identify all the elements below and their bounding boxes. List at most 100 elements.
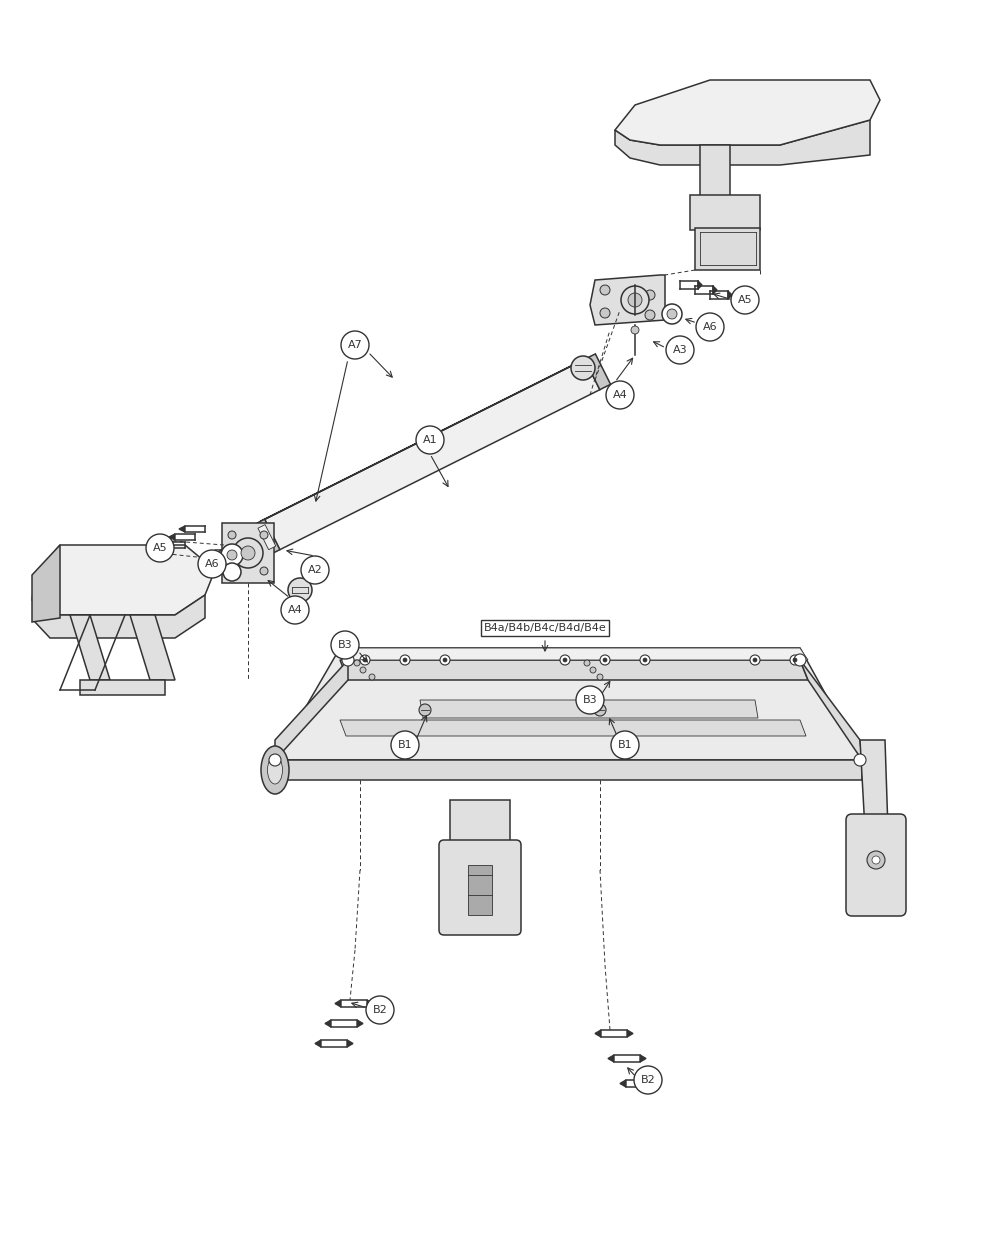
Circle shape bbox=[281, 596, 309, 624]
Polygon shape bbox=[169, 534, 175, 540]
Circle shape bbox=[793, 658, 797, 662]
Circle shape bbox=[590, 667, 596, 673]
Polygon shape bbox=[340, 720, 806, 736]
Circle shape bbox=[600, 285, 610, 295]
Text: A4: A4 bbox=[288, 605, 302, 615]
Circle shape bbox=[227, 550, 237, 560]
Circle shape bbox=[241, 546, 255, 560]
Circle shape bbox=[400, 655, 410, 665]
Polygon shape bbox=[652, 1080, 658, 1088]
Circle shape bbox=[867, 851, 885, 869]
Polygon shape bbox=[698, 281, 702, 289]
Circle shape bbox=[403, 658, 407, 662]
Text: A5: A5 bbox=[738, 295, 752, 305]
Polygon shape bbox=[615, 120, 870, 165]
Circle shape bbox=[640, 655, 650, 665]
Circle shape bbox=[621, 286, 649, 314]
Polygon shape bbox=[335, 1000, 341, 1007]
Circle shape bbox=[440, 655, 450, 665]
Text: A5: A5 bbox=[153, 543, 167, 552]
Polygon shape bbox=[450, 800, 510, 854]
Circle shape bbox=[753, 658, 757, 662]
Circle shape bbox=[597, 674, 603, 681]
FancyBboxPatch shape bbox=[846, 814, 906, 916]
Circle shape bbox=[563, 658, 567, 662]
Circle shape bbox=[611, 731, 639, 760]
Polygon shape bbox=[608, 1055, 614, 1062]
Circle shape bbox=[269, 755, 281, 766]
Circle shape bbox=[571, 356, 595, 380]
Circle shape bbox=[750, 655, 760, 665]
Circle shape bbox=[260, 531, 268, 539]
Ellipse shape bbox=[261, 746, 289, 794]
Circle shape bbox=[584, 660, 590, 666]
Circle shape bbox=[576, 686, 604, 714]
Text: A6: A6 bbox=[703, 322, 717, 332]
Polygon shape bbox=[265, 359, 600, 550]
Polygon shape bbox=[130, 615, 175, 681]
Circle shape bbox=[198, 550, 226, 578]
Text: A1: A1 bbox=[423, 435, 437, 445]
Polygon shape bbox=[325, 1020, 331, 1027]
Text: B3: B3 bbox=[583, 695, 597, 705]
Polygon shape bbox=[468, 866, 492, 915]
Ellipse shape bbox=[268, 756, 283, 784]
Circle shape bbox=[260, 567, 268, 575]
Circle shape bbox=[606, 381, 634, 409]
Polygon shape bbox=[275, 660, 348, 760]
Polygon shape bbox=[35, 596, 205, 637]
Text: A7: A7 bbox=[348, 340, 362, 350]
Polygon shape bbox=[700, 145, 730, 200]
Polygon shape bbox=[315, 1039, 321, 1047]
Text: A2: A2 bbox=[308, 565, 322, 575]
Circle shape bbox=[794, 653, 806, 666]
Circle shape bbox=[223, 563, 241, 581]
Polygon shape bbox=[595, 1030, 601, 1037]
Polygon shape bbox=[254, 519, 280, 555]
Polygon shape bbox=[70, 615, 110, 681]
Text: B3: B3 bbox=[338, 640, 352, 650]
Circle shape bbox=[228, 567, 236, 575]
Circle shape bbox=[443, 658, 447, 662]
FancyBboxPatch shape bbox=[439, 840, 521, 935]
Circle shape bbox=[628, 293, 642, 307]
Circle shape bbox=[416, 425, 444, 454]
Text: B4a/B4b/B4c/B4d/B4e: B4a/B4b/B4c/B4d/B4e bbox=[484, 623, 606, 633]
Circle shape bbox=[301, 556, 329, 584]
Text: B2: B2 bbox=[641, 1075, 655, 1085]
Polygon shape bbox=[800, 660, 862, 760]
Circle shape bbox=[667, 309, 677, 319]
Circle shape bbox=[342, 653, 354, 666]
Circle shape bbox=[696, 313, 724, 342]
Circle shape bbox=[288, 578, 312, 602]
Circle shape bbox=[146, 534, 174, 562]
Circle shape bbox=[594, 704, 606, 716]
Circle shape bbox=[645, 309, 655, 321]
Polygon shape bbox=[32, 545, 215, 615]
Text: B1: B1 bbox=[398, 740, 412, 750]
Polygon shape bbox=[695, 228, 760, 270]
Polygon shape bbox=[713, 286, 717, 293]
Circle shape bbox=[631, 326, 639, 334]
Circle shape bbox=[360, 655, 370, 665]
Circle shape bbox=[645, 290, 655, 300]
Polygon shape bbox=[640, 1055, 646, 1062]
Polygon shape bbox=[357, 1020, 363, 1027]
Polygon shape bbox=[340, 649, 808, 660]
Circle shape bbox=[369, 674, 375, 681]
Circle shape bbox=[366, 996, 394, 1023]
Circle shape bbox=[363, 658, 367, 662]
Circle shape bbox=[600, 655, 610, 665]
Circle shape bbox=[331, 631, 359, 658]
Polygon shape bbox=[728, 291, 732, 298]
Text: A4: A4 bbox=[613, 390, 627, 399]
Circle shape bbox=[233, 538, 263, 568]
Polygon shape bbox=[690, 195, 760, 231]
Text: B2: B2 bbox=[373, 1005, 387, 1015]
Circle shape bbox=[854, 755, 866, 766]
Polygon shape bbox=[367, 1000, 373, 1007]
Polygon shape bbox=[258, 524, 276, 550]
Circle shape bbox=[603, 658, 607, 662]
Polygon shape bbox=[585, 354, 611, 390]
Polygon shape bbox=[80, 681, 165, 695]
